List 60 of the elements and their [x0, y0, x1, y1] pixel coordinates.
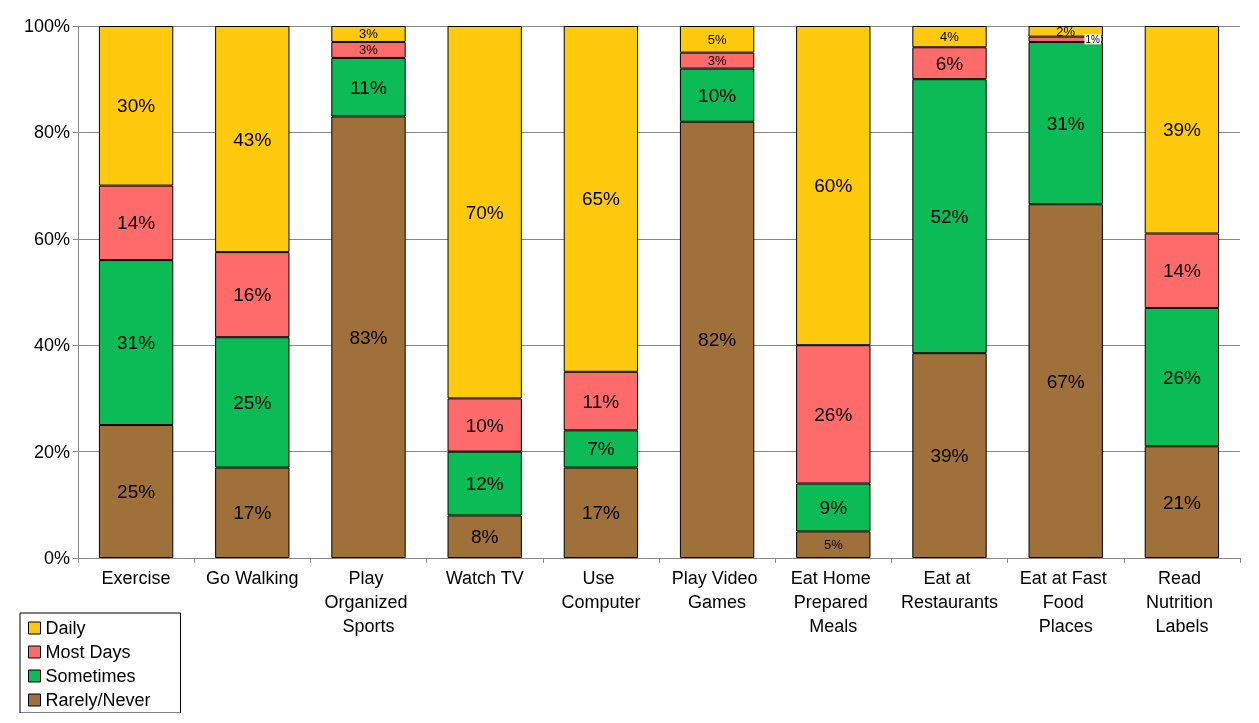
data-label: 10%	[465, 414, 504, 436]
data-label: 25%	[233, 391, 272, 413]
data-label: 26%	[814, 403, 853, 425]
y-tick-label: 40%	[33, 335, 70, 356]
legend-label: Sometimes	[45, 666, 136, 686]
data-label: 30%	[117, 95, 156, 117]
data-label: 25%	[117, 481, 156, 502]
x-tick-label: Exercise	[101, 568, 171, 588]
data-label: 5%	[823, 537, 844, 553]
data-label: 9%	[819, 496, 848, 518]
data-label: 7%	[587, 438, 615, 460]
y-tick-label: 100%	[23, 16, 70, 36]
y-tick-label: 20%	[33, 441, 70, 462]
data-label: 10%	[698, 84, 737, 106]
x-tick-label: Play Video Games	[671, 568, 763, 612]
x-tick-label: Play Organized Sports	[324, 568, 413, 636]
data-label: 3%	[359, 42, 379, 58]
data-label: 82%	[698, 329, 737, 351]
data-label: 39%	[930, 445, 969, 467]
data-label: 43%	[233, 128, 272, 150]
data-label: 3%	[359, 26, 379, 42]
data-label: 1%	[1085, 33, 1100, 45]
data-label: 26%	[1162, 366, 1202, 388]
data-label: 67%	[1046, 370, 1085, 392]
data-label: 14%	[117, 212, 156, 234]
data-label: 12%	[465, 473, 504, 495]
legend-label: Most Days	[45, 642, 131, 662]
y-tick-label: 60%	[33, 228, 70, 249]
data-label: 21%	[1162, 491, 1202, 513]
legend-label: Rarely/Never	[45, 690, 151, 710]
data-label: 70%	[465, 201, 504, 223]
x-tick-label: Watch TV	[445, 568, 524, 588]
data-label: 52%	[930, 205, 969, 227]
x-tick-label: Use Computer	[561, 568, 641, 612]
x-tick-label: Eat Home Prepared Meals	[790, 568, 876, 636]
data-label: 17%	[233, 502, 272, 524]
data-label: 5%	[707, 31, 727, 47]
data-label: 2%	[1056, 23, 1076, 39]
x-tick-label: Go Walking	[206, 568, 299, 588]
data-label: 60%	[814, 175, 853, 197]
data-label: 16%	[233, 284, 272, 306]
data-label: 11%	[582, 390, 620, 412]
data-label: 17%	[581, 502, 621, 524]
data-label: 11%	[350, 76, 387, 98]
legend-label: Daily	[45, 618, 86, 638]
y-tick-label: 0%	[43, 548, 70, 568]
data-label: 8%	[470, 526, 499, 548]
data-label: 65%	[581, 188, 621, 210]
data-label: 6%	[935, 52, 964, 74]
data-label: 14%	[1162, 260, 1202, 282]
data-label: 4%	[940, 29, 960, 45]
data-label: 31%	[1046, 112, 1085, 134]
x-tick-label: Eat at Restaurants	[900, 568, 999, 612]
data-label: 39%	[1162, 119, 1202, 141]
y-tick-label: 80%	[33, 122, 70, 143]
x-tick-label: Eat at Fast Food Places	[1019, 568, 1112, 636]
data-label: 3%	[707, 53, 727, 69]
data-label: 83%	[349, 326, 388, 348]
data-label: 31%	[117, 332, 156, 354]
x-tick-label: Read Nutrition Labels	[1145, 568, 1218, 636]
